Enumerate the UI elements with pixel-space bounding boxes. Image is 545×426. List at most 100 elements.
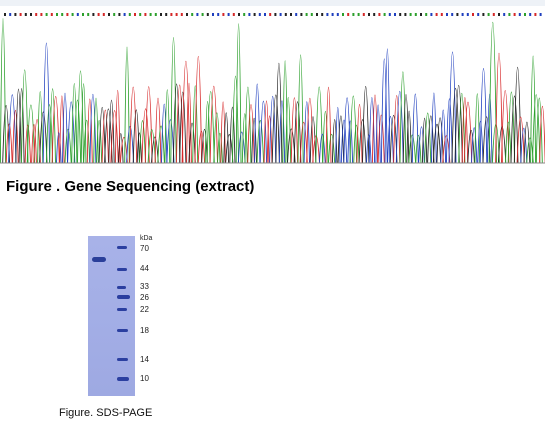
trace-peak <box>170 37 177 164</box>
marker-band-44 <box>117 268 127 271</box>
trace-peak <box>223 112 230 164</box>
base-call-mark <box>9 13 12 16</box>
base-call-mark <box>175 13 178 16</box>
trace-peak <box>358 119 367 164</box>
marker-band-10 <box>117 377 129 381</box>
base-call-mark <box>529 13 532 16</box>
trace-peak <box>448 51 457 164</box>
trace-peak <box>181 61 191 164</box>
base-call-mark <box>30 13 32 16</box>
trace-peak <box>71 83 78 164</box>
base-call-mark <box>508 13 511 16</box>
base-call-mark <box>362 13 365 16</box>
base-call-mark <box>477 13 480 16</box>
trace-peak <box>118 133 124 164</box>
trace-peak <box>166 119 175 164</box>
trace-peak <box>175 84 184 164</box>
trace-peak <box>463 101 473 164</box>
trace-peak <box>12 109 19 164</box>
trace-peak <box>126 126 135 164</box>
base-call-mark <box>186 13 188 16</box>
trace-peak <box>96 120 103 164</box>
trace-peak <box>343 97 351 164</box>
trace-peak <box>408 134 417 164</box>
trace-peak <box>471 127 478 164</box>
base-call-mark <box>118 13 121 16</box>
base-call-mark <box>373 13 376 16</box>
trace-peak <box>402 94 410 164</box>
base-call-mark <box>394 13 396 16</box>
base-call-mark <box>430 13 433 16</box>
trace-peak <box>51 96 60 164</box>
trace-peak <box>31 124 37 164</box>
base-call-mark <box>206 13 209 16</box>
trace-peak <box>139 120 146 164</box>
base-call-mark <box>383 13 386 16</box>
trace-peak <box>467 129 475 164</box>
sample-band <box>92 257 106 262</box>
base-call-mark <box>149 13 152 16</box>
base-call-mark <box>300 13 303 16</box>
trace-peak <box>479 68 488 164</box>
base-call-mark <box>440 13 443 16</box>
trace-peak <box>179 91 187 164</box>
sds-page-gel <box>88 236 135 396</box>
trace-peak <box>318 133 326 164</box>
base-call-mark <box>212 13 214 16</box>
trace-peak <box>451 88 460 164</box>
trace-peak <box>104 108 113 164</box>
trace-peak <box>431 92 437 164</box>
trace-peak <box>290 97 299 164</box>
base-call-mark <box>45 13 48 16</box>
trace-peak <box>516 116 525 164</box>
trace-peak <box>204 101 211 164</box>
base-call-mark <box>191 13 194 16</box>
base-call-mark <box>82 13 84 16</box>
gene-sequencing-caption: Figure . Gene Sequencing (extract) <box>6 178 255 195</box>
base-call-mark <box>258 13 261 16</box>
trace-peak <box>98 107 106 164</box>
trace-peak <box>136 132 143 164</box>
trace-peak <box>83 120 91 164</box>
trace-peak <box>418 126 425 164</box>
trace-peak <box>461 97 469 164</box>
trace-peak <box>458 92 466 164</box>
base-call-mark <box>513 13 516 16</box>
trace-peak <box>225 134 234 164</box>
base-call-mark <box>165 13 168 16</box>
trace-peak <box>325 87 332 164</box>
trace-peak <box>269 95 277 164</box>
base-call-mark <box>24 13 27 16</box>
base-call-mark <box>232 13 235 16</box>
trace-peak <box>421 118 428 164</box>
gel-unit-label: kDa <box>140 235 153 242</box>
trace-peak <box>235 23 242 164</box>
base-call-mark <box>414 13 417 16</box>
base-call-mark <box>50 13 53 16</box>
mw-label: 33 <box>140 282 149 291</box>
base-call-mark <box>539 13 542 16</box>
trace-peak <box>77 70 84 164</box>
trace-peak <box>108 99 115 164</box>
trace-peak <box>309 116 317 164</box>
trace-peak <box>62 92 68 164</box>
base-call-mark <box>331 13 334 16</box>
trace-peak <box>366 134 372 164</box>
base-call-mark <box>404 13 407 16</box>
trace-peak <box>231 75 240 164</box>
base-call-mark <box>524 13 526 16</box>
base-call-mark <box>217 13 220 16</box>
trace-peak <box>278 100 286 164</box>
base-call-mark <box>305 13 308 16</box>
trace-peak <box>530 55 537 164</box>
base-call-mark <box>472 13 474 16</box>
base-call-mark <box>56 13 58 16</box>
marker-band-33 <box>117 286 126 289</box>
trace-peak <box>24 124 31 164</box>
base-call-mark <box>196 13 199 16</box>
base-call-mark <box>66 13 69 16</box>
trace-peak <box>380 58 388 164</box>
trace-peak <box>188 122 196 164</box>
trace-peak <box>532 94 541 164</box>
base-call-mark <box>170 13 173 16</box>
